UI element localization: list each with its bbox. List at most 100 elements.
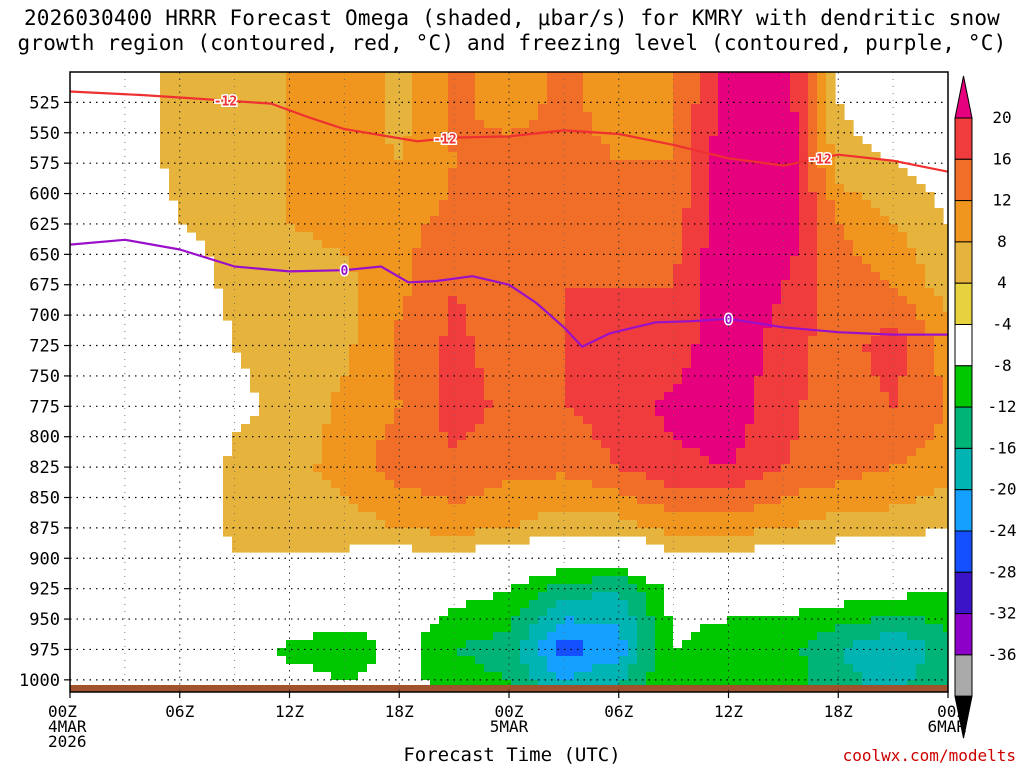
omega-cell — [592, 256, 602, 265]
omega-cell — [421, 288, 431, 297]
omega-cell — [250, 176, 260, 185]
omega-cell — [682, 392, 692, 401]
omega-cell — [349, 520, 359, 529]
omega-cell — [709, 464, 719, 473]
omega-cell — [322, 80, 332, 89]
omega-cell — [538, 456, 548, 465]
omega-cell — [736, 664, 746, 673]
omega-cell — [700, 464, 710, 473]
omega-cell — [592, 304, 602, 313]
omega-cell — [367, 240, 377, 249]
omega-cell — [601, 488, 611, 497]
omega-cell — [394, 496, 404, 505]
omega-cell — [565, 144, 575, 153]
omega-cell — [673, 504, 683, 513]
omega-cell — [664, 680, 674, 689]
omega-cell — [556, 384, 566, 393]
omega-cell — [619, 304, 629, 313]
omega-cell — [385, 504, 395, 513]
omega-cell — [646, 160, 656, 169]
omega-cell — [727, 256, 737, 265]
omega-cell — [655, 224, 665, 233]
omega-cell — [304, 184, 314, 193]
omega-cell — [484, 96, 494, 105]
omega-cell — [565, 528, 575, 537]
omega-cell — [736, 296, 746, 305]
omega-cell — [610, 104, 620, 113]
omega-cell — [592, 320, 602, 329]
omega-cell — [520, 168, 530, 177]
omega-cell — [286, 96, 296, 105]
omega-cell — [808, 312, 818, 321]
omega-cell — [376, 184, 386, 193]
omega-cell — [772, 136, 782, 145]
omega-cell — [250, 184, 260, 193]
omega-cell — [340, 112, 350, 121]
omega-cell — [772, 600, 782, 609]
omega-cell — [277, 280, 287, 289]
omega-cell — [349, 288, 359, 297]
omega-cell — [484, 200, 494, 209]
omega-cell — [331, 88, 341, 97]
omega-cell — [754, 280, 764, 289]
omega-cell — [745, 272, 755, 281]
omega-cell — [295, 376, 305, 385]
omega-cell — [385, 152, 395, 161]
omega-cell — [772, 232, 782, 241]
omega-cell — [538, 424, 548, 433]
omega-cell — [799, 120, 809, 129]
omega-cell — [376, 304, 386, 313]
omega-cell — [241, 232, 251, 241]
omega-cell — [709, 408, 719, 417]
omega-cell — [745, 344, 755, 353]
omega-cell — [439, 368, 449, 377]
omega-cell — [754, 600, 764, 609]
omega-cell — [475, 608, 485, 617]
omega-cell — [682, 480, 692, 489]
omega-cell — [538, 384, 548, 393]
omega-cell — [637, 328, 647, 337]
omega-cell — [286, 320, 296, 329]
omega-cell — [529, 448, 539, 457]
omega-cell — [493, 296, 503, 305]
omega-cell — [412, 448, 422, 457]
omega-cell — [655, 344, 665, 353]
omega-cell — [628, 328, 638, 337]
omega-cell — [529, 512, 539, 521]
omega-cell — [619, 448, 629, 457]
omega-cell — [664, 416, 674, 425]
omega-cell — [268, 680, 278, 689]
omega-cell — [169, 648, 179, 657]
omega-cell — [358, 120, 368, 129]
omega-cell — [511, 112, 521, 121]
omega-cell — [277, 672, 287, 681]
omega-cell — [421, 312, 431, 321]
omega-cell — [745, 368, 755, 377]
omega-cell — [808, 304, 818, 313]
omega-cell — [412, 440, 422, 449]
omega-cell — [574, 280, 584, 289]
omega-cell — [700, 360, 710, 369]
omega-cell — [205, 120, 215, 129]
omega-cell — [637, 160, 647, 169]
omega-cell — [412, 296, 422, 305]
omega-cell — [709, 416, 719, 425]
omega-cell — [799, 128, 809, 137]
omega-cell — [727, 592, 737, 601]
omega-cell — [682, 616, 692, 625]
omega-cell — [565, 320, 575, 329]
omega-cell — [646, 640, 656, 649]
omega-cell — [430, 328, 440, 337]
omega-cell — [646, 600, 656, 609]
omega-cell — [556, 160, 566, 169]
omega-cell — [790, 608, 800, 617]
omega-cell — [385, 592, 395, 601]
omega-cell — [610, 640, 620, 649]
omega-cell — [709, 624, 719, 633]
omega-cell — [286, 152, 296, 161]
omega-cell — [781, 312, 791, 321]
omega-cell — [358, 104, 368, 113]
omega-cell — [502, 512, 512, 521]
omega-cell — [529, 680, 539, 689]
omega-cell — [772, 88, 782, 97]
